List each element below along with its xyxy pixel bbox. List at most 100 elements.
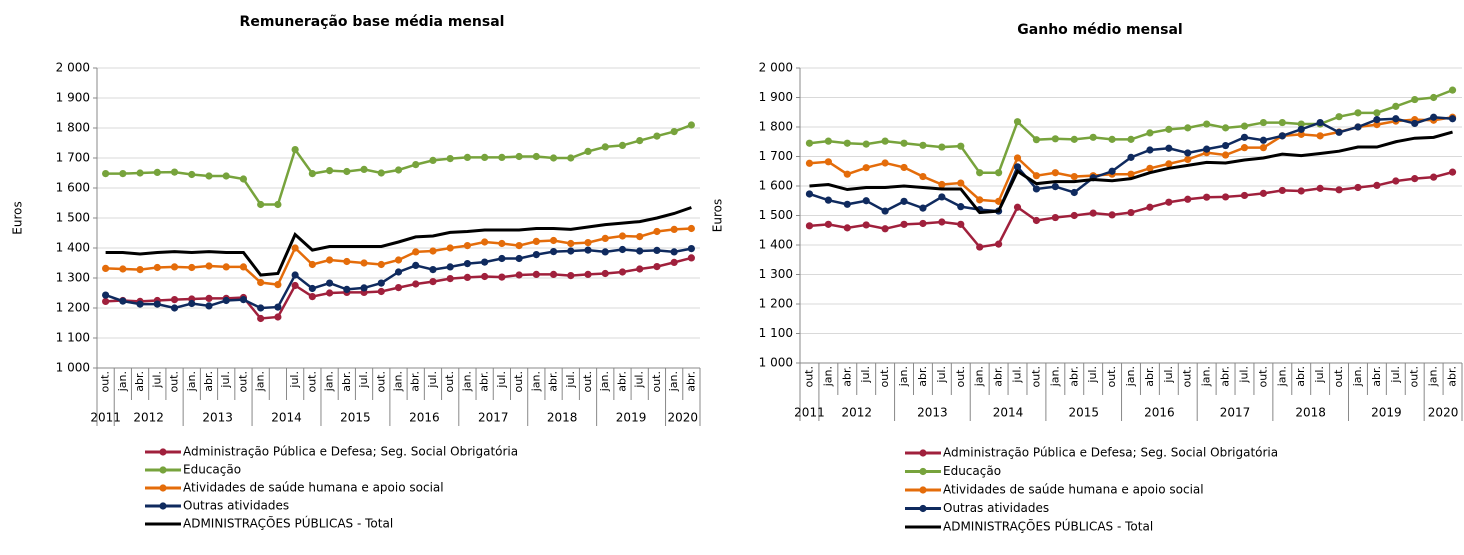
point <box>1051 213 1059 222</box>
point <box>549 248 558 256</box>
point <box>1354 183 1362 192</box>
point <box>1013 154 1022 162</box>
point <box>1146 203 1154 211</box>
point <box>1411 175 1419 183</box>
legend-marker <box>159 502 167 510</box>
point <box>325 167 334 175</box>
point <box>446 155 454 163</box>
point <box>881 207 889 215</box>
x-tick-label: jan. <box>460 371 473 392</box>
x-tick-label: jul. <box>288 371 301 389</box>
point <box>153 300 161 308</box>
x-tick-label: jan. <box>1124 366 1137 387</box>
x-tick-label: out. <box>1029 366 1042 388</box>
x-tick-label: jan. <box>1275 366 1288 387</box>
point <box>881 159 889 167</box>
point <box>549 236 558 245</box>
y-tick-label: 1 700 <box>759 149 793 163</box>
x-tick-label: out. <box>581 371 594 393</box>
x-tick-label: jul. <box>426 371 439 389</box>
point <box>1392 177 1400 185</box>
y-tick-label: 1 800 <box>56 121 90 135</box>
point <box>377 287 385 296</box>
point <box>843 200 851 208</box>
x-tick-label: abr. <box>202 371 215 392</box>
legend-label: Administração Pública e Defesa; Seg. Soc… <box>183 445 518 459</box>
x-tick-label: abr. <box>1446 366 1459 387</box>
x-tick-label: jul. <box>495 371 508 389</box>
x-tick-label: jul. <box>357 371 370 389</box>
point <box>567 154 575 162</box>
point <box>481 258 489 266</box>
point <box>136 300 144 308</box>
point <box>498 254 506 263</box>
point <box>653 263 661 271</box>
point <box>824 196 832 204</box>
point <box>532 152 540 161</box>
x-tick-label: jan. <box>323 371 336 392</box>
x-tick-label: jan. <box>185 371 198 392</box>
point <box>900 163 908 172</box>
point <box>1221 124 1230 132</box>
year-label: 2015 <box>1068 406 1099 420</box>
point <box>1448 115 1457 123</box>
y-tick-label: 1 900 <box>56 91 90 105</box>
point <box>618 232 627 240</box>
year-label: 2018 <box>547 411 578 425</box>
x-tick-label: jan. <box>254 371 267 392</box>
point <box>900 139 908 147</box>
point <box>394 256 403 264</box>
point <box>257 304 265 312</box>
point <box>919 141 927 149</box>
x-tick-label: abr. <box>1294 366 1307 387</box>
series-line <box>105 206 692 277</box>
point <box>919 204 927 212</box>
point <box>843 224 851 232</box>
y-tick-label: 1 500 <box>56 211 90 225</box>
year-label: 2011 <box>794 406 825 420</box>
point <box>687 245 695 253</box>
point <box>136 169 144 177</box>
point <box>222 172 230 180</box>
point <box>412 261 420 269</box>
point <box>412 280 420 288</box>
x-tick-label: jan. <box>598 371 611 392</box>
point <box>824 220 832 228</box>
legend-label: Educação <box>943 464 1001 478</box>
point <box>446 263 454 271</box>
point <box>1221 193 1230 201</box>
x-tick-label: jan. <box>1200 366 1213 387</box>
point <box>532 251 540 259</box>
point <box>308 284 316 293</box>
x-tick-label: out. <box>1105 366 1118 388</box>
x-tick-label: jan. <box>392 371 405 392</box>
year-label: 2019 <box>616 411 647 425</box>
point <box>584 270 592 278</box>
point <box>1165 160 1173 168</box>
point <box>805 222 814 230</box>
legend-marker <box>919 486 927 494</box>
point <box>463 260 472 268</box>
point <box>1108 135 1116 143</box>
point <box>1259 118 1267 127</box>
x-tick-label: out. <box>1332 366 1345 388</box>
point <box>601 269 609 278</box>
point <box>1221 151 1230 159</box>
point <box>919 219 927 228</box>
x-tick-label: out. <box>236 371 249 393</box>
x-tick-label: abr. <box>840 366 853 387</box>
point <box>274 281 282 289</box>
y-tick-label: 1 200 <box>759 297 793 311</box>
x-tick-label: jul. <box>1313 366 1326 384</box>
point <box>549 270 558 278</box>
x-tick-label: jul. <box>859 366 872 384</box>
point <box>900 197 908 205</box>
point <box>995 169 1003 177</box>
point <box>1259 144 1267 152</box>
point <box>1297 187 1305 195</box>
point <box>308 260 316 269</box>
x-tick-label: out. <box>443 371 456 393</box>
point <box>532 237 540 245</box>
point <box>1070 135 1078 143</box>
